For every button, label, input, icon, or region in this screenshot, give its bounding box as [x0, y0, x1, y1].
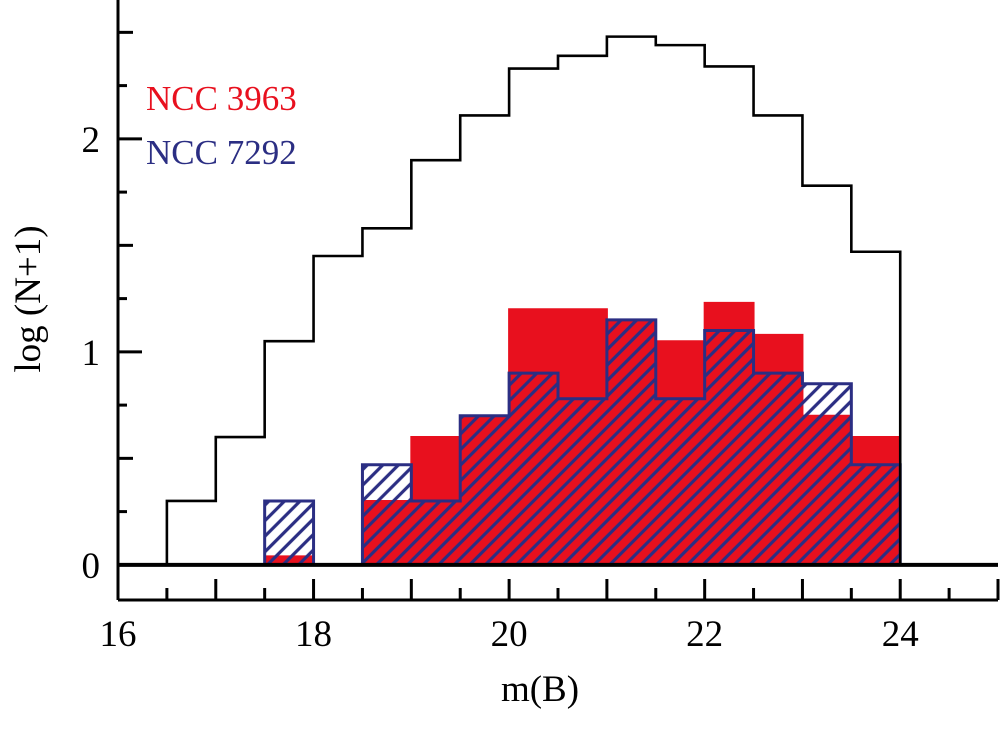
y-tick-label: 2 — [82, 120, 101, 161]
y-axis-label: log (N+1) — [8, 225, 49, 373]
legend-item-1: NCC 7292 — [146, 133, 297, 173]
series-hatched-NCC 7292 — [263, 499, 316, 567]
series-hatched-NCC 7292 — [360, 318, 902, 567]
x-tick-label: 16 — [100, 614, 137, 655]
y-tick-label: 0 — [82, 546, 101, 587]
y-tick-label: 1 — [82, 333, 101, 374]
legend-item-0: NCC 3963 — [146, 79, 297, 118]
legend: NCC 3963 NCC 7292 — [146, 72, 297, 181]
x-tick-label: 24 — [882, 614, 919, 655]
x-tick-label: 18 — [295, 614, 332, 655]
series-open-all-sources-outline — [165, 35, 902, 565]
x-axis-label: m(B) — [500, 669, 580, 710]
x-tick-label: 22 — [686, 614, 723, 655]
x-tick-label: 20 — [491, 614, 528, 655]
